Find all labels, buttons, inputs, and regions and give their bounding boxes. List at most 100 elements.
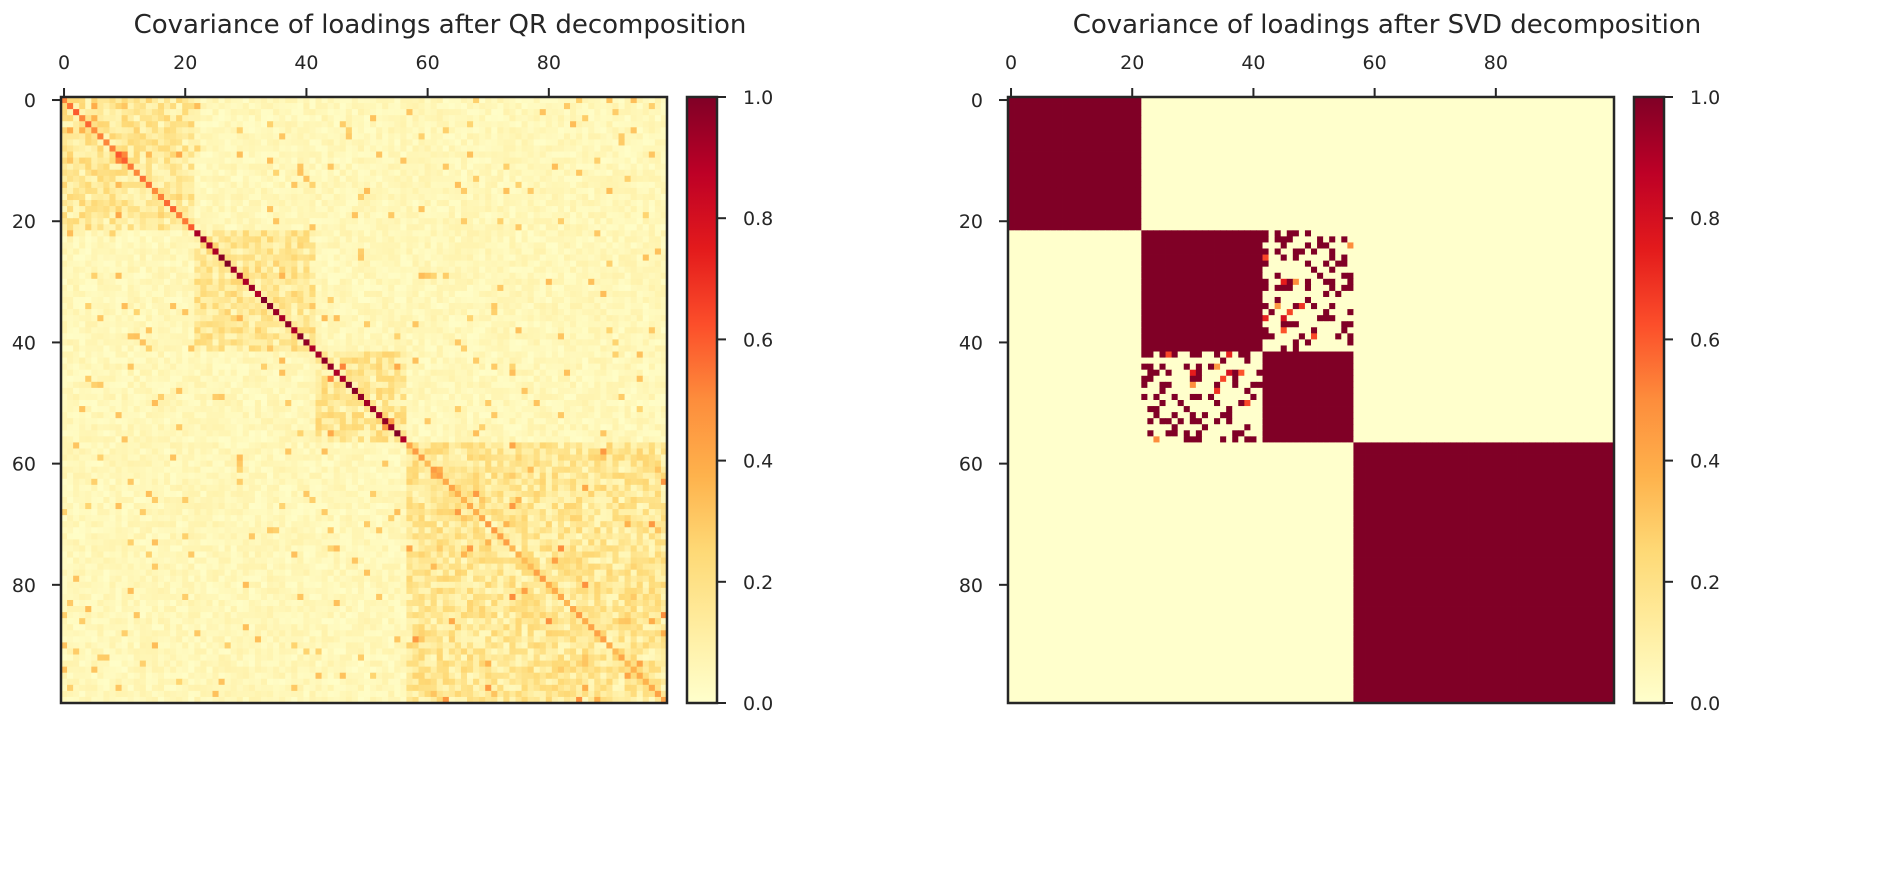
qr-cell [503,103,510,110]
qr-cell [630,296,638,304]
qr-cell [145,393,153,401]
qr-cell [327,103,335,110]
qr-cell [497,266,504,274]
qr-cell [218,163,226,171]
qr-cell [448,218,456,225]
qr-cell [418,224,425,231]
qr-cell [351,248,359,255]
qr-cell [521,97,529,104]
qr-cell [67,115,74,122]
qr-cell [376,103,383,110]
qr-cell [321,133,329,140]
qr-cell [582,333,589,340]
qr-cell [327,193,335,201]
qr-cell [273,242,280,249]
qr-cell [61,321,68,328]
qr-cell [279,303,286,310]
qr-cell [545,290,553,298]
qr-cell [248,363,256,371]
qr-cell [557,393,565,401]
qr-cell [448,109,456,116]
qr-cell [61,327,68,334]
qr-cell [79,351,86,358]
qr-cell [303,115,310,122]
qr-cell [291,254,298,262]
qr-cell [600,187,607,195]
qr-cell [376,193,383,201]
qr-cell [527,145,535,152]
qr-cell [133,339,141,346]
qr-cell [467,387,474,395]
qr-cell [388,145,395,152]
qr-cell [533,169,541,177]
qr-cell [563,236,571,243]
qr-cell [576,381,583,389]
qr-cell [376,321,383,328]
qr-cell [545,163,553,171]
qr-cell [400,303,407,310]
qr-cell [551,193,559,201]
qr-cell [660,363,668,371]
qr-cell [273,387,280,395]
qr-cell [364,175,371,183]
qr-cell [194,266,201,274]
qr-cell [291,363,298,371]
qr-cell [370,375,377,383]
qr-cell [103,296,110,304]
qr-cell [479,97,486,104]
qr-cell [327,345,335,352]
qr-cell [224,218,232,225]
qr-cell [321,381,329,389]
qr-cell [606,218,613,225]
qr-cell [176,369,183,377]
qr-cell [182,145,189,152]
qr-cell [400,242,407,249]
qr-cell [103,109,110,116]
qr-cell [454,369,462,377]
qr-cell [442,193,450,201]
qr-cell [424,163,432,171]
qr-cell [388,266,395,274]
qr-cell [521,175,529,183]
qr-cell [67,121,74,128]
qr-cell [606,145,613,152]
qr-cell [333,127,341,134]
qr-cell [515,139,522,146]
qr-cell [424,230,432,237]
qr-cell [612,363,619,371]
qr-cell [345,206,353,213]
qr-cell [551,121,559,128]
qr-cell [382,387,389,395]
qr-cell [582,278,589,286]
qr-cell [527,151,535,158]
qr-cell [285,151,292,158]
qr-cell [570,181,577,189]
qr-cell [97,284,104,292]
qr-cell [357,127,365,134]
qr-cell [115,309,122,316]
qr-cell [188,296,195,304]
qr-cell [430,357,438,365]
qr-cell [309,224,316,231]
qr-cell [291,193,298,201]
qr-cell [521,327,529,334]
qr-cell [430,133,438,140]
qr-cell [321,321,329,328]
qr-cell [357,363,365,371]
qr-cell [109,139,116,146]
qr-cell [563,193,571,201]
qr-cell [303,260,310,268]
qr-cell [370,381,377,389]
qr-cell [145,218,153,225]
qr-cell [67,230,74,237]
qr-cell [279,381,286,389]
qr-cell [157,290,165,298]
qr-cell [418,169,425,177]
qr-cell [236,181,244,189]
qr-cell [400,97,407,104]
qr-cell [473,103,480,110]
qr-cell [139,97,147,104]
qr-cell [509,139,516,146]
qr-cell [624,212,632,219]
qr-cell [67,290,74,298]
